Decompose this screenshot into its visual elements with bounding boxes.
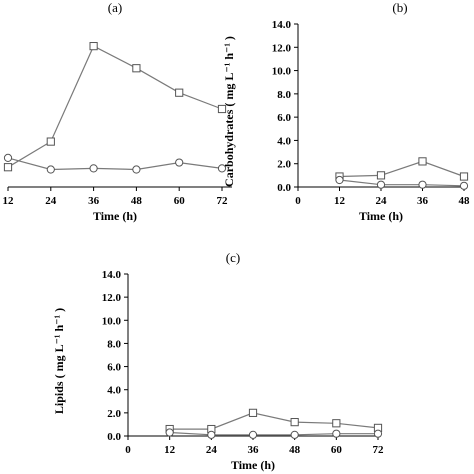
panel-c: (c) 0 12 24 36 48 60 72 Time (h) 0.0 2.0 4.0 6.0 8.0 1… [52, 250, 384, 472]
x-tick-label: 48 [289, 444, 301, 456]
data-point-square [175, 88, 184, 97]
data-point-circle [217, 164, 227, 173]
x-tick-label: 72 [217, 195, 229, 207]
data-point-square [46, 137, 55, 146]
y-tick-label: 2.0 [107, 408, 121, 420]
data-point-square [248, 408, 258, 417]
y-tick-label: 14.0 [102, 269, 122, 281]
panel-a: (a) 12 24 36 48 60 72 Time (h) [3, 0, 232, 223]
data-point-circle [3, 153, 13, 162]
data-point-circle [207, 430, 216, 439]
panel-label: (c) [226, 250, 240, 265]
panel-label: (a) [108, 0, 122, 15]
y-axis-label: Lipids ( mg L⁻¹ h⁻¹ ) [52, 308, 66, 414]
data-point-circle [89, 164, 98, 173]
x-axis-label: Time (h) [359, 209, 403, 223]
data-point-square [217, 104, 227, 114]
data-point-square [332, 419, 341, 428]
y-tick-label: 8.0 [107, 338, 121, 350]
data-point-circle [132, 165, 141, 174]
data-point-circle [335, 175, 344, 185]
x-tick-label: 36 [88, 195, 100, 207]
x-tick-label: 12 [334, 195, 346, 207]
y-tick-label: 12.0 [272, 42, 292, 54]
x-tick-label: 48 [131, 195, 143, 207]
x-tick-label: 36 [248, 444, 260, 456]
x-tick-label: 24 [45, 195, 57, 207]
x-tick-label: 60 [174, 195, 186, 207]
data-point-circle [376, 180, 386, 189]
series-line-square [169, 412, 379, 430]
y-tick-label: 10.0 [102, 315, 122, 327]
y-axis-label: Carbohydrates ( mg L⁻¹ h⁻¹ ) [222, 36, 236, 187]
series-line-circle [169, 431, 378, 436]
data-point-square [3, 163, 13, 172]
y-tick-label: 10.0 [272, 66, 292, 78]
x-tick-label: 0 [125, 444, 131, 456]
x-tick-label: 0 [295, 195, 301, 207]
y-tick-label: 8.0 [277, 89, 291, 101]
data-point-square [376, 171, 386, 180]
data-point-circle [165, 428, 174, 437]
series-line-square [339, 160, 465, 178]
data-point-square [89, 42, 98, 51]
x-tick-label: 48 [459, 195, 471, 207]
x-tick-label: 24 [376, 195, 388, 207]
series-line-circle [339, 179, 465, 187]
y-tick-label: 0.0 [277, 182, 291, 194]
data-point-square [290, 418, 299, 427]
data-point-square [132, 64, 141, 73]
panel-label: (b) [392, 0, 407, 15]
x-tick-label: 24 [206, 444, 218, 456]
y-tick-label: 2.0 [277, 159, 291, 171]
y-tick-label: 4.0 [277, 135, 291, 147]
series-line-circle [7, 157, 223, 171]
y-tick-label: 6.0 [277, 112, 291, 124]
data-point-circle [373, 429, 383, 438]
data-point-square [459, 172, 469, 181]
data-point-circle [46, 165, 55, 174]
x-tick-label: 60 [331, 444, 343, 456]
y-tick-label: 4.0 [107, 385, 121, 397]
data-point-square [418, 157, 427, 166]
data-point-circle [459, 181, 469, 190]
x-axis-label: Time (h) [93, 209, 137, 223]
series-line-square [7, 45, 223, 168]
y-tick-label: 14.0 [272, 19, 292, 31]
x-tick-label: 12 [164, 444, 176, 456]
data-point-circle [248, 430, 258, 439]
data-point-circle [418, 180, 427, 189]
x-tick-label: 36 [417, 195, 429, 207]
x-axis-label: Time (h) [231, 458, 275, 472]
data-point-circle [290, 430, 299, 439]
y-tick-label: 6.0 [107, 362, 121, 374]
y-tick-label: 12.0 [102, 292, 122, 304]
panel-b: (b) 0 12 24 36 48 Time (h) 0.0 2.0 4.0 6.0 8.0 10.0 1… [222, 0, 470, 223]
data-point-circle [332, 429, 341, 438]
x-tick-label: 12 [3, 195, 15, 207]
y-tick-label: 0.0 [107, 431, 121, 443]
data-point-circle [175, 158, 184, 167]
x-tick-label: 72 [373, 444, 385, 456]
